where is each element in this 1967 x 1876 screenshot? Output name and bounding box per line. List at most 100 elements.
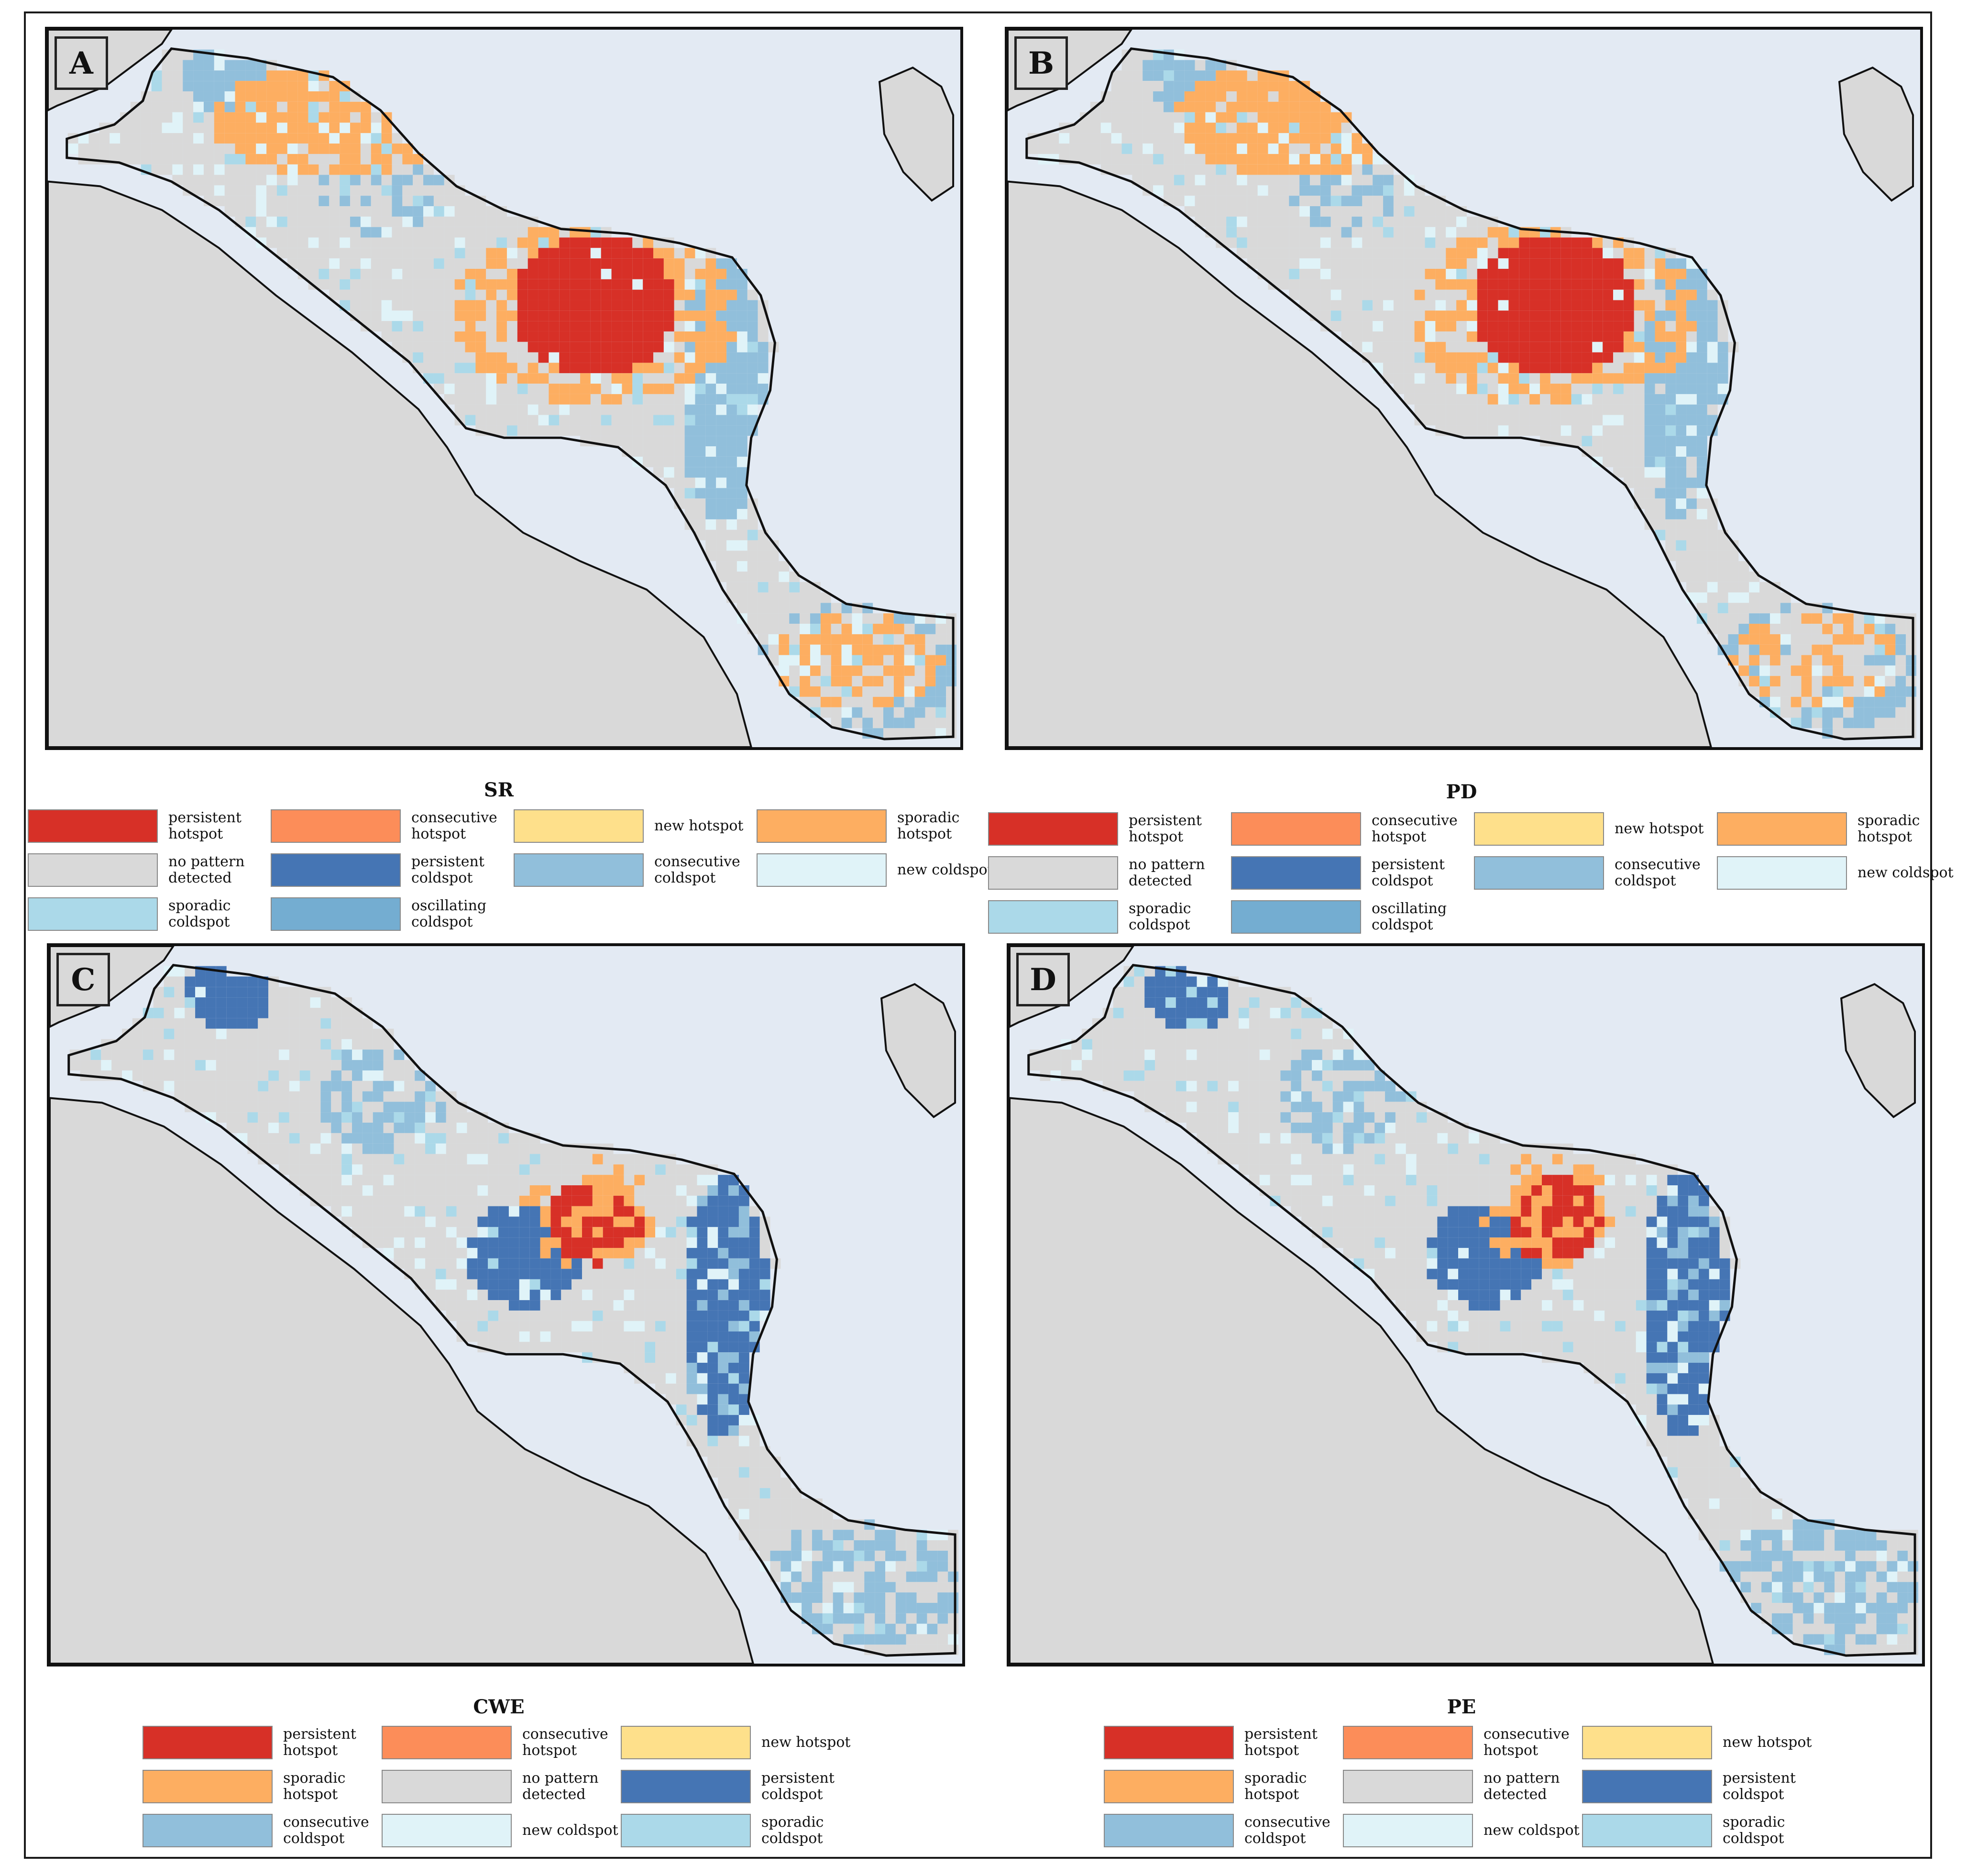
legend-item-pe-sporadic-coldspot: sporadic coldspot bbox=[1582, 1814, 1828, 1847]
legend-label-consecutive-hotspot: consecutive hotspot bbox=[1372, 812, 1458, 845]
legend-swatch-persistent-coldspot bbox=[1582, 1770, 1712, 1803]
legend-label-sporadic-hotspot: sporadic hotspot bbox=[897, 809, 960, 842]
legend-label-consecutive-hotspot: consecutive hotspot bbox=[411, 809, 497, 842]
panel-letter-a: A bbox=[55, 36, 108, 90]
legend-swatch-sporadic-coldspot bbox=[988, 900, 1118, 934]
legend-swatch-persistent-coldspot bbox=[621, 1770, 751, 1803]
legend-swatch-sporadic-hotspot bbox=[1717, 812, 1847, 846]
legend-swatch-new-hotspot bbox=[1474, 812, 1604, 846]
region-outline bbox=[1025, 47, 1914, 740]
legend-label-consecutive-coldspot: consecutive coldspot bbox=[1244, 1814, 1330, 1847]
legend-item-pd-sporadic-hotspot: sporadic hotspot bbox=[1717, 812, 1963, 846]
map-b bbox=[1008, 30, 1917, 747]
legend-swatch-oscillating-coldspot bbox=[271, 897, 401, 931]
legend-swatch-persistent-hotspot bbox=[143, 1726, 273, 1759]
legend-label-new-coldspot: new coldspot bbox=[522, 1822, 618, 1839]
legend-item-sr-new-coldspot: new coldspot bbox=[757, 853, 1002, 887]
legend-label-consecutive-coldspot: consecutive coldspot bbox=[654, 853, 740, 886]
legend-item-pd-new-coldspot: new coldspot bbox=[1717, 856, 1963, 890]
legend-item-pd-consecutive-hotspot: consecutive hotspot bbox=[1231, 812, 1477, 846]
legend-swatch-consecutive-coldspot bbox=[514, 853, 644, 887]
legend-item-cwe-new-coldspot: new coldspot bbox=[382, 1814, 627, 1847]
legend-item-sr-no-pattern: no pattern detected bbox=[28, 853, 274, 887]
legend-swatch-consecutive-hotspot bbox=[1231, 812, 1361, 846]
legend-label-no-pattern: no pattern detected bbox=[1483, 1770, 1560, 1803]
grid-cells bbox=[1029, 966, 1919, 1655]
legend-item-pd-new-hotspot: new hotspot bbox=[1474, 812, 1720, 846]
legend-item-pd-persistent-hotspot: persistent hotspot bbox=[988, 812, 1234, 846]
legend-label-persistent-hotspot: persistent hotspot bbox=[1129, 812, 1202, 845]
legend-item-sr-consecutive-coldspot: consecutive coldspot bbox=[514, 853, 759, 887]
legend-item-pd-sporadic-coldspot: sporadic coldspot bbox=[988, 900, 1234, 934]
legend-item-pe-new-coldspot: new coldspot bbox=[1343, 1814, 1589, 1847]
legend-label-sporadic-coldspot: sporadic coldspot bbox=[1723, 1814, 1785, 1847]
panel-letter-d: D bbox=[1016, 953, 1070, 1006]
legend-swatch-sporadic-hotspot bbox=[1104, 1770, 1234, 1803]
legend-label-new-coldspot: new coldspot bbox=[1857, 864, 1954, 881]
legend-swatch-persistent-hotspot bbox=[1104, 1726, 1234, 1759]
legend-swatch-sporadic-coldspot bbox=[1582, 1814, 1712, 1847]
legend-label-consecutive-hotspot: consecutive hotspot bbox=[522, 1726, 608, 1759]
grid-cells bbox=[69, 966, 959, 1655]
legend-swatch-persistent-hotspot bbox=[28, 809, 158, 843]
land-right bbox=[1840, 983, 1916, 1118]
map-panel-a: A bbox=[45, 27, 963, 750]
legend-swatch-new-hotspot bbox=[514, 809, 644, 843]
legend-item-pe-sporadic-hotspot: sporadic hotspot bbox=[1104, 1770, 1350, 1803]
legend-swatch-consecutive-hotspot bbox=[271, 809, 401, 843]
legend-label-oscillating-coldspot: oscillating coldspot bbox=[1372, 900, 1447, 933]
legend-item-sr-sporadic-coldspot: sporadic coldspot bbox=[28, 897, 274, 931]
legend-item-cwe-persistent-coldspot: persistent coldspot bbox=[621, 1770, 867, 1803]
legend-item-sr-consecutive-hotspot: consecutive hotspot bbox=[271, 809, 516, 843]
legend-label-new-hotspot: new hotspot bbox=[1723, 1734, 1812, 1751]
legend-label-new-coldspot: new coldspot bbox=[897, 861, 993, 878]
legend-swatch-persistent-hotspot bbox=[988, 812, 1118, 846]
legend-item-cwe-consecutive-hotspot: consecutive hotspot bbox=[382, 1726, 627, 1759]
legend-swatch-new-coldspot bbox=[757, 853, 887, 887]
legend-item-sr-persistent-coldspot: persistent coldspot bbox=[271, 853, 516, 887]
legend-item-cwe-sporadic-coldspot: sporadic coldspot bbox=[621, 1814, 867, 1847]
legend-swatch-sporadic-coldspot bbox=[28, 897, 158, 931]
legend-label-sporadic-coldspot: sporadic coldspot bbox=[761, 1814, 824, 1847]
legend-label-persistent-hotspot: persistent hotspot bbox=[168, 809, 242, 842]
legend-label-no-pattern: no pattern detected bbox=[168, 853, 245, 886]
map-panel-c: C bbox=[47, 943, 965, 1666]
legend-item-pd-consecutive-coldspot: consecutive coldspot bbox=[1474, 856, 1720, 890]
legend-label-persistent-hotspot: persistent hotspot bbox=[283, 1726, 356, 1759]
legend-label-sporadic-hotspot: sporadic hotspot bbox=[283, 1770, 346, 1803]
panel-letter-b: B bbox=[1014, 36, 1068, 90]
legend-label-persistent-coldspot: persistent coldspot bbox=[1372, 856, 1445, 889]
legend-swatch-no-pattern bbox=[28, 853, 158, 887]
legend-item-pd-persistent-coldspot: persistent coldspot bbox=[1231, 856, 1477, 890]
region-outline bbox=[67, 964, 956, 1657]
legend-label-no-pattern: no pattern detected bbox=[1129, 856, 1205, 889]
land-right bbox=[878, 66, 955, 202]
legend-item-pe-new-hotspot: new hotspot bbox=[1582, 1726, 1828, 1759]
legend-label-consecutive-coldspot: consecutive coldspot bbox=[1615, 856, 1701, 889]
legend-item-cwe-consecutive-coldspot: consecutive coldspot bbox=[143, 1814, 388, 1847]
map-d bbox=[1010, 946, 1919, 1664]
legend-title-cwe: CWE bbox=[473, 1696, 525, 1718]
legend-label-new-coldspot: new coldspot bbox=[1483, 1822, 1580, 1839]
legend-item-sr-sporadic-hotspot: sporadic hotspot bbox=[757, 809, 1002, 843]
legend-swatch-oscillating-coldspot bbox=[1231, 900, 1361, 934]
legend-item-sr-new-hotspot: new hotspot bbox=[514, 809, 759, 843]
legend-label-sporadic-hotspot: sporadic hotspot bbox=[1857, 812, 1920, 845]
legend-label-sporadic-hotspot: sporadic hotspot bbox=[1244, 1770, 1307, 1803]
land-left bbox=[1010, 1097, 1714, 1664]
legend-title-pd: PD bbox=[1446, 781, 1477, 803]
legend-swatch-no-pattern bbox=[1343, 1770, 1473, 1803]
legend-label-persistent-coldspot: persistent coldspot bbox=[411, 853, 484, 886]
map-c bbox=[50, 946, 959, 1664]
legend-swatch-consecutive-hotspot bbox=[382, 1726, 512, 1759]
legend-swatch-new-coldspot bbox=[1717, 856, 1847, 890]
land-left bbox=[50, 1097, 754, 1664]
legend-item-pe-consecutive-coldspot: consecutive coldspot bbox=[1104, 1814, 1350, 1847]
legend-label-new-hotspot: new hotspot bbox=[1615, 820, 1704, 837]
legend-swatch-new-hotspot bbox=[1582, 1726, 1712, 1759]
legend-swatch-consecutive-hotspot bbox=[1343, 1726, 1473, 1759]
figure-frame bbox=[24, 11, 1932, 1859]
legend-label-consecutive-coldspot: consecutive coldspot bbox=[283, 1814, 369, 1847]
legend-swatch-no-pattern bbox=[382, 1770, 512, 1803]
legend-item-cwe-persistent-hotspot: persistent hotspot bbox=[143, 1726, 388, 1759]
